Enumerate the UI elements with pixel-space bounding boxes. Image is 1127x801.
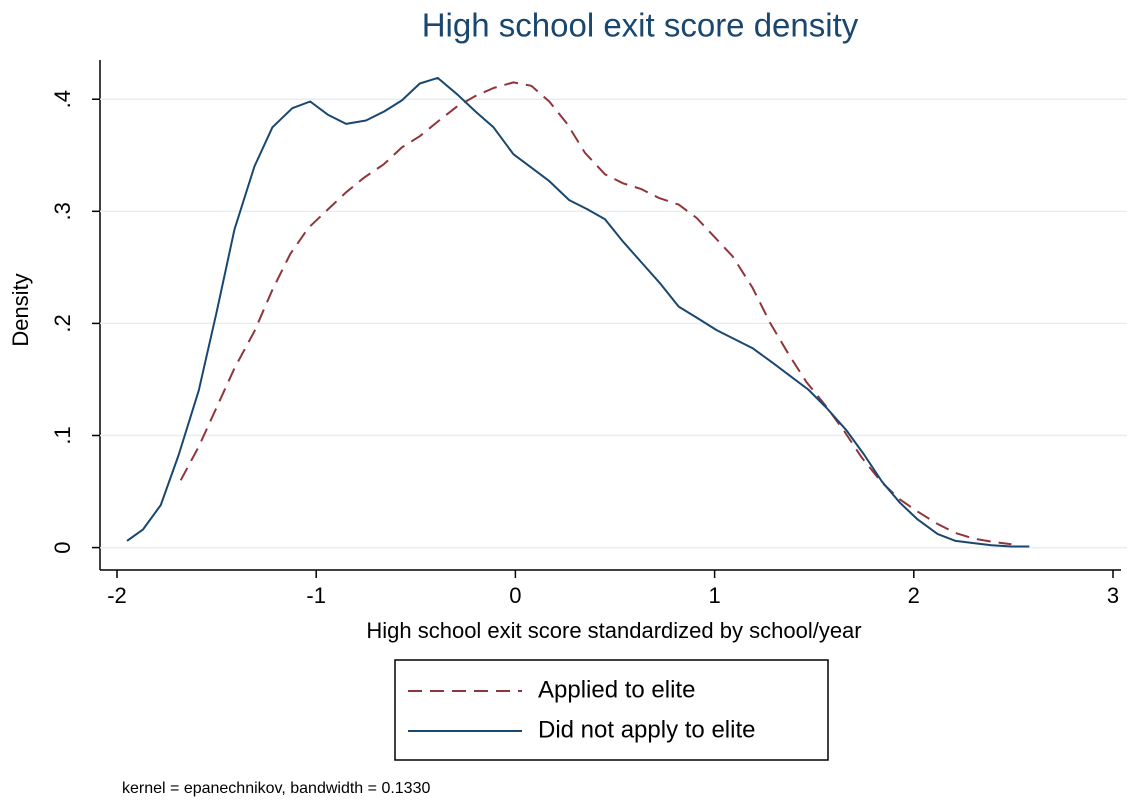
y-tick-label: 0 [50, 541, 75, 553]
x-tick-label: 3 [1107, 583, 1119, 608]
y-tick-label: .1 [50, 426, 75, 444]
chart-title: High school exit score density [422, 7, 859, 44]
x-tick-label: -2 [107, 583, 127, 608]
legend-box [394, 659, 829, 761]
y-tick-label: .3 [50, 202, 75, 220]
series-line [179, 81, 1012, 546]
y-tick-label: .4 [50, 90, 75, 108]
y-tick-label: .2 [50, 314, 75, 332]
y-axis-label: Density [8, 273, 33, 346]
x-axis-label: High school exit score standardized by s… [366, 618, 861, 643]
x-tick-label: -1 [306, 583, 326, 608]
series-line [126, 76, 1030, 548]
legend-label: Applied to elite [538, 676, 695, 703]
x-tick-label: 1 [708, 583, 720, 608]
x-tick-label: 2 [908, 583, 920, 608]
x-tick-label: 0 [509, 583, 521, 608]
note: kernel = epanechnikov, bandwidth = 0.133… [122, 780, 430, 797]
legend-label: Did not apply to elite [538, 716, 755, 743]
